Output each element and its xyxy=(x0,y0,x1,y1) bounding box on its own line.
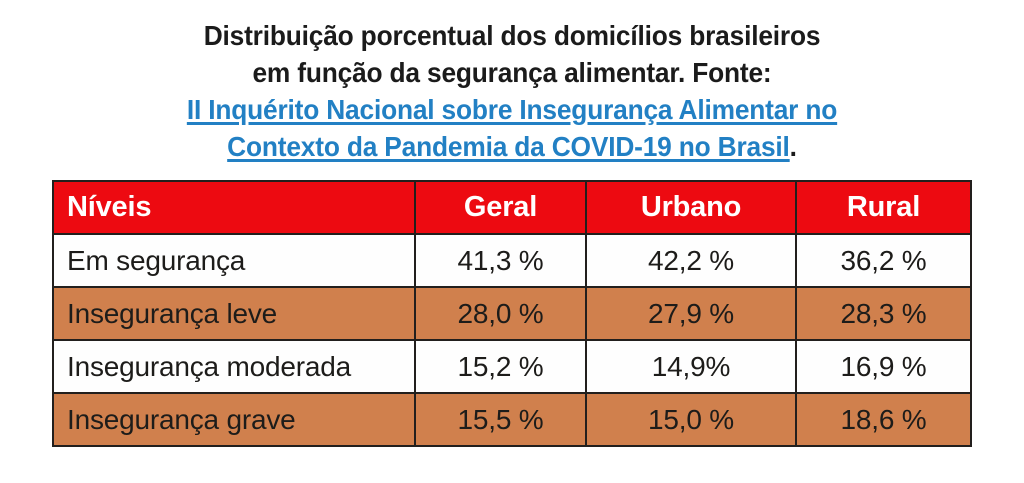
cell-urbano-value: 15,0 % xyxy=(585,392,797,447)
cell-geral-value: 15,5 % xyxy=(414,392,587,447)
table-header-row: Níveis Geral Urbano Rural xyxy=(52,180,972,235)
column-header-rural: Rural xyxy=(795,180,972,235)
cell-level-name: Em segurança xyxy=(52,233,416,288)
caption-line-4: Contexto da Pandemia da COVID-19 no Bras… xyxy=(31,128,994,165)
cell-rural-value: 36,2 % xyxy=(795,233,972,288)
figure-caption: Distribuição porcentual dos domicílios b… xyxy=(0,0,1024,165)
cell-rural-value: 28,3 % xyxy=(795,286,972,341)
caption-trailing-period: . xyxy=(789,131,797,162)
column-header-geral: Geral xyxy=(414,180,587,235)
table-header: Níveis Geral Urbano Rural xyxy=(52,180,972,235)
cell-urbano-value: 14,9% xyxy=(585,339,797,394)
table-row: Insegurança moderada 15,2 % 14,9% 16,9 % xyxy=(52,339,972,394)
food-security-table: Níveis Geral Urbano Rural Em segurança 4… xyxy=(52,180,972,447)
cell-level-name: Insegurança grave xyxy=(52,392,416,447)
cell-geral-value: 41,3 % xyxy=(414,233,587,288)
source-link-line-2[interactable]: Contexto da Pandemia da COVID-19 no Bras… xyxy=(227,131,790,162)
caption-line-2: em função da segurança alimentar. Fonte: xyxy=(252,57,772,88)
table-row: Em segurança 41,3 % 42,2 % 36,2 % xyxy=(52,233,972,288)
cell-level-name: Insegurança leve xyxy=(52,286,416,341)
cell-urbano-value: 27,9 % xyxy=(585,286,797,341)
table-body: Em segurança 41,3 % 42,2 % 36,2 % Insegu… xyxy=(52,233,972,447)
data-table-wrapper: Níveis Geral Urbano Rural Em segurança 4… xyxy=(52,180,972,447)
cell-urbano-value: 42,2 % xyxy=(585,233,797,288)
caption-line-3: II Inquérito Nacional sobre Insegurança … xyxy=(31,91,994,128)
source-link-line-1[interactable]: II Inquérito Nacional sobre Insegurança … xyxy=(186,94,838,125)
table-row: Insegurança leve 28,0 % 27,9 % 28,3 % xyxy=(52,286,972,341)
cell-level-name: Insegurança moderada xyxy=(52,339,416,394)
table-row: Insegurança grave 15,5 % 15,0 % 18,6 % xyxy=(52,392,972,447)
cell-geral-value: 28,0 % xyxy=(414,286,587,341)
column-header-urbano: Urbano xyxy=(585,180,797,235)
cell-rural-value: 16,9 % xyxy=(795,339,972,394)
column-header-levels: Níveis xyxy=(52,180,416,235)
caption-line-1: Distribuição porcentual dos domicílios b… xyxy=(203,20,821,51)
cell-geral-value: 15,2 % xyxy=(414,339,587,394)
cell-rural-value: 18,6 % xyxy=(795,392,972,447)
